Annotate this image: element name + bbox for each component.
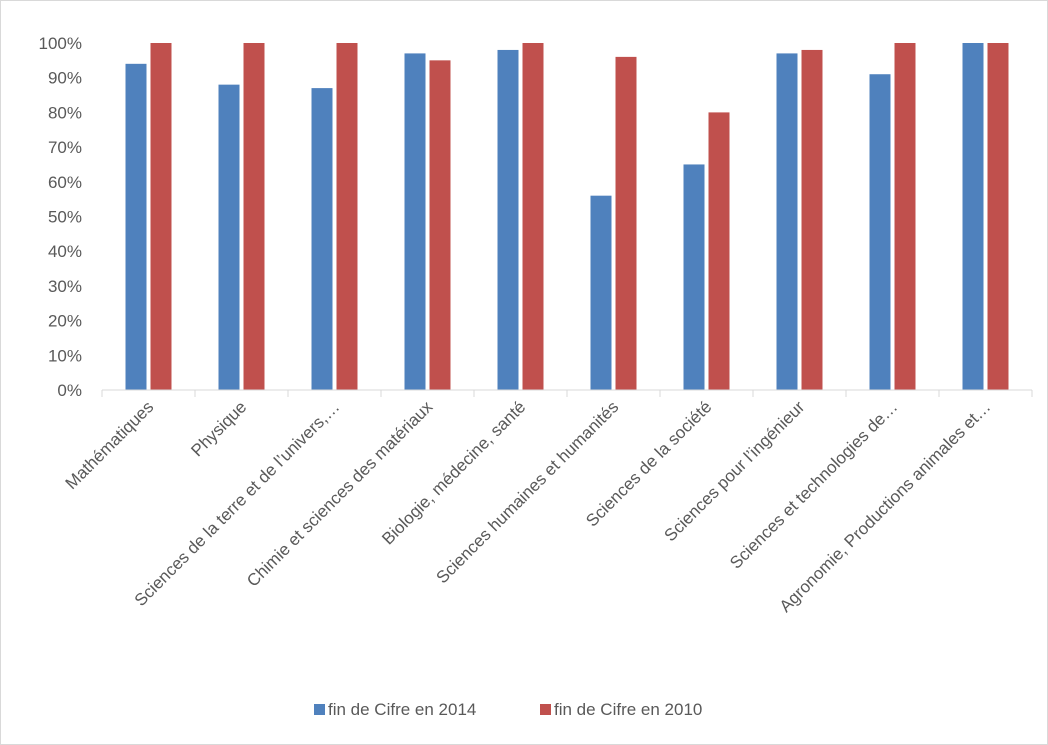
y-tick-label: 40% [48, 242, 82, 261]
x-category-label: Sciences humaines et humanités [432, 397, 622, 587]
bar-series-2014 [497, 49, 519, 390]
bars [125, 43, 1009, 391]
bar-series-2010 [429, 60, 451, 390]
bar-series-2010 [336, 43, 358, 390]
bar-series-2010 [801, 49, 823, 390]
y-axis-labels: 0% 10% 20% 30% 40% 50% 60% 70% 80% 90% 100% [39, 34, 82, 400]
legend-label: fin de Cifre en 2014 [328, 700, 476, 719]
x-axis [101, 389, 1033, 397]
bar-series-2014 [776, 53, 798, 390]
y-tick-label: 50% [48, 208, 82, 227]
bar-series-2010 [522, 43, 544, 390]
y-tick-label: 10% [48, 346, 82, 365]
legend-swatch [314, 704, 325, 715]
x-category-label: Chimie et sciences des matériaux [243, 397, 437, 591]
bar-series-2014 [683, 164, 705, 390]
bar-series-2014 [962, 43, 984, 390]
x-category-label: Agronomie, Productions animales et… [776, 397, 995, 616]
bar-series-2014 [869, 74, 891, 390]
bar-series-2014 [218, 84, 240, 390]
y-tick-label: 90% [48, 69, 82, 88]
bar-series-2010 [708, 112, 730, 391]
x-category-label: Physique [187, 397, 250, 460]
y-tick-label: 20% [48, 312, 82, 331]
x-category-label: Mathématiques [62, 397, 158, 493]
legend: fin de Cifre en 2014 fin de Cifre en 2010 [314, 700, 702, 719]
bar-series-2014 [125, 63, 147, 390]
bar-series-2010 [150, 43, 172, 390]
legend-swatch [540, 704, 551, 715]
y-tick-label: 30% [48, 277, 82, 296]
bar-series-2014 [404, 53, 426, 390]
y-tick-label: 70% [48, 138, 82, 157]
bar-series-2010 [987, 43, 1009, 390]
bar-series-2014 [311, 88, 333, 391]
x-category-label: Sciences et technologies de… [726, 397, 901, 572]
legend-label: fin de Cifre en 2010 [554, 700, 702, 719]
y-tick-label: 60% [48, 173, 82, 192]
bar-series-2014 [590, 195, 612, 390]
y-tick-label: 100% [39, 34, 82, 53]
bar-series-2010 [894, 43, 916, 390]
bar-series-2010 [243, 43, 265, 390]
x-category-label: Sciences de la terre et de l’univers,… [131, 397, 344, 610]
bar-series-2010 [615, 56, 637, 390]
y-tick-label: 0% [57, 381, 82, 400]
y-tick-label: 80% [48, 103, 82, 122]
